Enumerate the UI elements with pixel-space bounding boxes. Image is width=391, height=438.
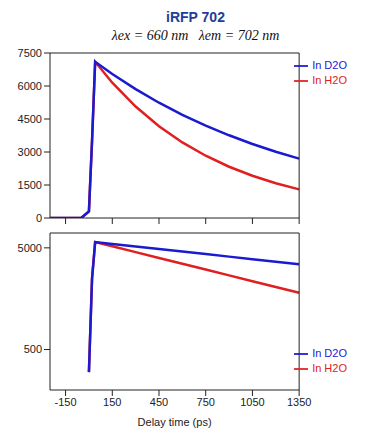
svg-text:-150: -150 — [55, 396, 77, 408]
html-text:iRFP 702: iRFP 702 — [166, 9, 225, 25]
svg-text:1350: 1350 — [287, 396, 311, 408]
svg-text:7500: 7500 — [18, 47, 42, 59]
svg-text:1050: 1050 — [240, 396, 264, 408]
svg-text:450: 450 — [150, 396, 168, 408]
svg-text:1500: 1500 — [18, 179, 42, 191]
svg-text:3000: 3000 — [18, 146, 42, 158]
html-text:In D2O: In D2O — [312, 346, 347, 359]
svg-text:6000: 6000 — [18, 80, 42, 92]
html-text:In H2O: In H2O — [312, 361, 347, 374]
svg-text:Delay time (ps): Delay time (ps) — [138, 416, 212, 428]
svg-text:5000: 5000 — [18, 242, 42, 254]
svg-text:4500: 4500 — [18, 113, 42, 125]
svg-text:750: 750 — [197, 396, 215, 408]
html-text:In H2O: In H2O — [312, 74, 347, 87]
svg-text:150: 150 — [103, 396, 121, 408]
html-text:In D2O: In D2O — [312, 59, 347, 71]
svg-text:500: 500 — [24, 343, 42, 355]
svg-text:0: 0 — [36, 212, 42, 224]
html-text:λex = 660 nm λem = 702 nm: λex = 660 nm λem = 702 nm — [111, 28, 280, 43]
